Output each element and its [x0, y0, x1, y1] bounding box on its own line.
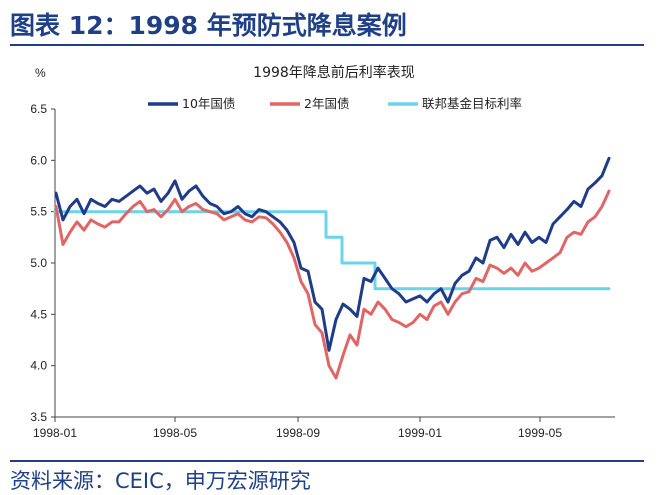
y-tick-label: 6.5: [30, 102, 47, 116]
x-tick-label: 1999-05: [518, 426, 562, 440]
y-tick-label: 5.0: [30, 256, 47, 270]
legend-label-2: 联邦基金目标利率: [422, 96, 522, 111]
series-line-2: [53, 210, 611, 291]
x-tick-label: 1999-01: [398, 426, 442, 440]
series-line-1: [54, 189, 611, 380]
y-tick-label: 3.5: [30, 410, 47, 424]
series-line-0: [54, 156, 611, 352]
source-note: 资料来源：CEIC，申万宏源研究: [10, 469, 311, 493]
y-tick-label: 4.5: [30, 307, 47, 321]
legend-label-0: 10年国债: [182, 96, 235, 111]
y-tick-label: 6.0: [30, 153, 47, 167]
source-rule: [10, 460, 644, 462]
legend: 10年国债 2年国债 联邦基金目标利率: [148, 96, 522, 111]
plot-area: [53, 156, 611, 380]
chart: 1998年降息前后利率表现 % 10年国债 2年国债 联邦基金目标利率 3.5 4.0…: [30, 64, 615, 440]
figure-title: 图表 12：1998 年预防式降息案例: [10, 11, 407, 40]
y-tick-label: 4.0: [30, 359, 47, 373]
x-tick-label: 1998-01: [33, 426, 77, 440]
x-tick-label: 1998-05: [153, 426, 197, 440]
chart-title: 1998年降息前后利率表现: [253, 64, 415, 81]
y-axis: 3.5 4.0 4.5 5.0 5.5 6.0 6.5: [30, 102, 56, 424]
x-axis: 1998-01 1998-05 1998-09 1999-01 1999-05: [33, 416, 615, 440]
y-axis-label: %: [35, 66, 46, 80]
x-tick-label: 1998-09: [276, 426, 320, 440]
legend-label-1: 2年国债: [304, 96, 349, 111]
y-tick-label: 5.5: [30, 205, 47, 219]
title-rule: [10, 44, 644, 46]
